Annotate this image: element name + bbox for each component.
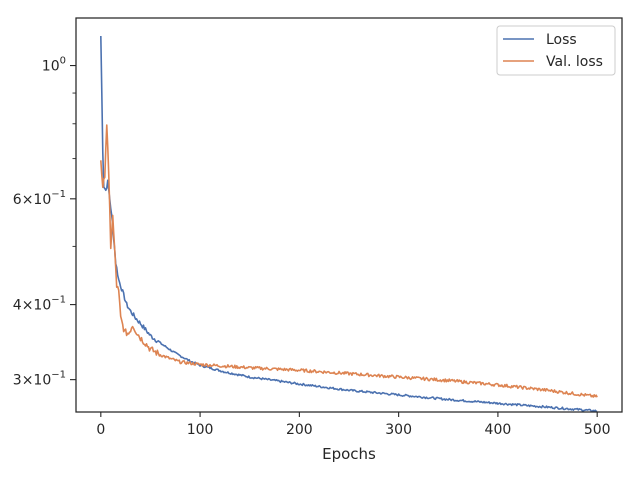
- x-axis: 0 100 200 300 400 500: [96, 412, 611, 438]
- x-tick-label: 400: [485, 422, 512, 438]
- y-tick-label: 100: [42, 56, 66, 75]
- y-tick-label: 4×10−1: [13, 295, 66, 314]
- legend: Loss Val. loss: [496, 25, 616, 76]
- legend-label-loss: Loss: [546, 32, 577, 48]
- axes-frame: [75, 17, 623, 413]
- x-axis-label: Epochs: [322, 445, 376, 463]
- series-layer: [100, 36, 598, 413]
- y-tick-label: 6×10−1: [13, 189, 66, 208]
- x-tick-label: 200: [286, 422, 313, 438]
- x-tick-label: 500: [584, 422, 611, 438]
- series-line-val-loss: [100, 124, 598, 398]
- x-tick-label: 300: [385, 422, 412, 438]
- y-axis: 100 6×10−1 4×10−1 3×10−1: [13, 56, 76, 389]
- plot-area: [75, 17, 623, 413]
- y-tick-label: 3×10−1: [13, 370, 66, 389]
- series-line-loss: [100, 36, 598, 413]
- legend-label-val-loss: Val. loss: [546, 54, 603, 70]
- x-tick-label: 100: [187, 422, 214, 438]
- x-tick-label: 0: [96, 422, 105, 438]
